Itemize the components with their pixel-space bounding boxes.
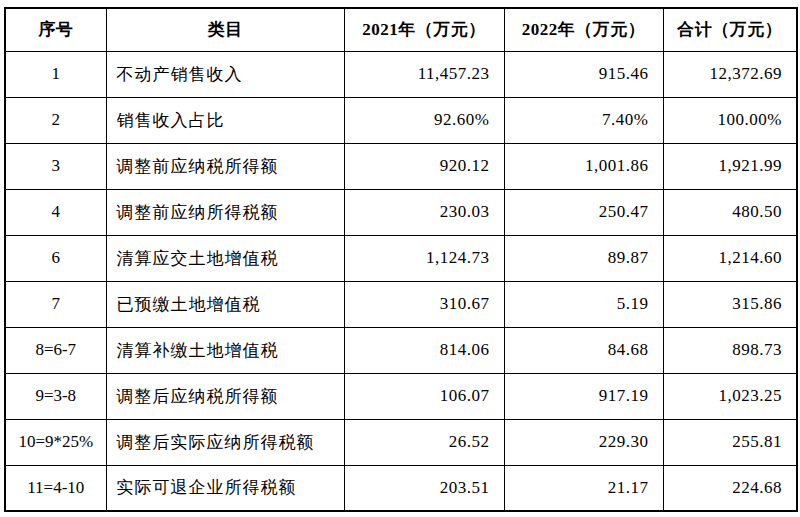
total-cell: 1,023.25 [663, 373, 797, 419]
table-row: 9=3-8调整后应纳税所得额106.07917.191,023.25 [5, 373, 797, 419]
value-2022-cell: 21.17 [504, 465, 663, 511]
value-2021-cell: 92.60% [344, 97, 504, 143]
row-no-cell: 7 [5, 281, 106, 327]
value-2022-cell: 84.68 [504, 327, 663, 373]
table-row: 3调整前应纳税所得额920.121,001.861,921.99 [5, 143, 797, 189]
table-row: 2销售收入占比92.60%7.40%100.00% [5, 97, 797, 143]
total-cell: 898.73 [663, 327, 797, 373]
value-2021-cell: 26.52 [344, 419, 504, 465]
table-row: 4调整前应纳所得税额230.03250.47480.50 [5, 189, 797, 235]
table-row: 6清算应交土地增值税1,124.7389.871,214.60 [5, 235, 797, 281]
value-2022-cell: 917.19 [504, 373, 663, 419]
header-cell-category: 类目 [106, 8, 344, 51]
category-cell: 调整前应纳税所得额 [106, 143, 344, 189]
total-cell: 12,372.69 [663, 51, 797, 97]
total-cell: 1,921.99 [663, 143, 797, 189]
value-2022-cell: 89.87 [504, 235, 663, 281]
header-row: 序号 类目 2021年（万元） 2022年（万元） 合计（万元） [5, 8, 797, 51]
value-2021-cell: 11,457.23 [344, 51, 504, 97]
table-row: 7已预缴土地增值税310.675.19315.86 [5, 281, 797, 327]
total-cell: 480.50 [663, 189, 797, 235]
row-no-cell: 3 [5, 143, 106, 189]
header-cell-2021: 2021年（万元） [344, 8, 504, 51]
table-body: 1不动产销售收入11,457.23915.4612,372.692销售收入占比9… [5, 51, 797, 511]
value-2022-cell: 915.46 [504, 51, 663, 97]
table-row: 8=6-7清算补缴土地增值税814.0684.68898.73 [5, 327, 797, 373]
value-2022-cell: 1,001.86 [504, 143, 663, 189]
row-no-cell: 1 [5, 51, 106, 97]
value-2022-cell: 250.47 [504, 189, 663, 235]
category-cell: 销售收入占比 [106, 97, 344, 143]
value-2021-cell: 310.67 [344, 281, 504, 327]
row-no-cell: 8=6-7 [5, 327, 106, 373]
table-row: 1不动产销售收入11,457.23915.4612,372.69 [5, 51, 797, 97]
category-cell: 清算补缴土地增值税 [106, 327, 344, 373]
row-no-cell: 10=9*25% [5, 419, 106, 465]
total-cell: 224.68 [663, 465, 797, 511]
category-cell: 调整前应纳所得税额 [106, 189, 344, 235]
value-2021-cell: 920.12 [344, 143, 504, 189]
value-2022-cell: 229.30 [504, 419, 663, 465]
value-2021-cell: 1,124.73 [344, 235, 504, 281]
table-row: 11=4-10实际可退企业所得税额203.5121.17224.68 [5, 465, 797, 511]
tax-summary-table-container: 序号 类目 2021年（万元） 2022年（万元） 合计（万元） 1不动产销售收… [0, 0, 800, 517]
total-cell: 255.81 [663, 419, 797, 465]
total-cell: 100.00% [663, 97, 797, 143]
value-2021-cell: 203.51 [344, 465, 504, 511]
value-2022-cell: 7.40% [504, 97, 663, 143]
total-cell: 1,214.60 [663, 235, 797, 281]
table-row: 10=9*25%调整后实际应纳所得税额26.52229.30255.81 [5, 419, 797, 465]
header-cell-2022: 2022年（万元） [504, 8, 663, 51]
category-cell: 实际可退企业所得税额 [106, 465, 344, 511]
total-cell: 315.86 [663, 281, 797, 327]
row-no-cell: 4 [5, 189, 106, 235]
row-no-cell: 6 [5, 235, 106, 281]
tax-summary-table: 序号 类目 2021年（万元） 2022年（万元） 合计（万元） 1不动产销售收… [4, 7, 798, 512]
value-2021-cell: 230.03 [344, 189, 504, 235]
header-cell-total: 合计（万元） [663, 8, 797, 51]
category-cell: 清算应交土地增值税 [106, 235, 344, 281]
table-header: 序号 类目 2021年（万元） 2022年（万元） 合计（万元） [5, 8, 797, 51]
value-2022-cell: 5.19 [504, 281, 663, 327]
row-no-cell: 2 [5, 97, 106, 143]
category-cell: 已预缴土地增值税 [106, 281, 344, 327]
value-2021-cell: 814.06 [344, 327, 504, 373]
value-2021-cell: 106.07 [344, 373, 504, 419]
header-cell-seq: 序号 [5, 8, 106, 51]
category-cell: 调整后应纳税所得额 [106, 373, 344, 419]
category-cell: 不动产销售收入 [106, 51, 344, 97]
row-no-cell: 9=3-8 [5, 373, 106, 419]
row-no-cell: 11=4-10 [5, 465, 106, 511]
category-cell: 调整后实际应纳所得税额 [106, 419, 344, 465]
